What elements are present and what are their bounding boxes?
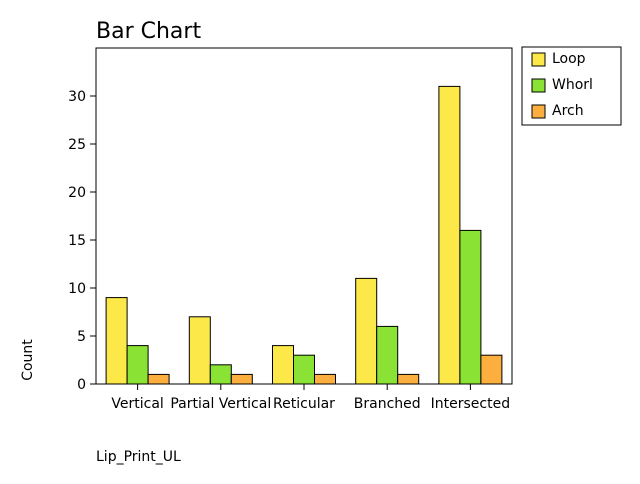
bar-arch-4 (397, 373, 420, 385)
bar-whorl-2 (209, 364, 232, 385)
y-tick-label: 30 (68, 89, 86, 105)
bar-loop-4 (355, 277, 378, 385)
x-tick-label: Vertical (111, 396, 163, 412)
legend-swatch-loop (531, 52, 546, 67)
y-axis: 0 5 10 15 20 25 30 (68, 89, 96, 393)
bar-arch-3 (314, 373, 336, 385)
y-tick-label: 10 (68, 281, 86, 297)
x-axis-label: Lip_Print_UL (96, 449, 181, 465)
bar-loop-5 (438, 85, 461, 385)
legend-swatch-arch (531, 104, 546, 119)
legend-label-arch: Arch (552, 103, 584, 119)
bar-loop-1 (105, 297, 128, 385)
bar-loop-3 (272, 345, 294, 385)
y-tick-label: 15 (68, 233, 86, 249)
bar-whorl-5 (459, 229, 482, 385)
bar-whorl-4 (376, 325, 399, 385)
legend: Loop Whorl Arch (521, 46, 622, 126)
x-axis: Vertical Partial Vertical Reticular Branche… (111, 384, 510, 412)
y-axis-label: Count (20, 339, 36, 381)
bar-arch-5 (480, 354, 503, 385)
y-tick-label: 5 (77, 329, 86, 345)
bars-layer (105, 85, 503, 385)
y-tick-label: 25 (68, 137, 86, 153)
legend-label-whorl: Whorl (552, 77, 593, 93)
x-tick-label: Branched (354, 396, 421, 412)
bar-whorl-1 (126, 345, 149, 385)
legend-label-loop: Loop (552, 51, 586, 67)
y-tick-label: 0 (77, 377, 86, 393)
x-tick-label: Reticular (273, 396, 335, 412)
bar-arch-2 (230, 373, 253, 385)
bar-whorl-3 (293, 354, 315, 385)
y-tick-label: 20 (68, 185, 86, 201)
bar-arch-1 (147, 373, 170, 385)
legend-swatch-whorl (531, 78, 546, 93)
x-tick-label: Partial Vertical (170, 396, 271, 412)
chart-title: Bar Chart (96, 19, 201, 44)
x-tick-label: Intersected (431, 396, 510, 412)
bar-loop-2 (188, 316, 211, 385)
